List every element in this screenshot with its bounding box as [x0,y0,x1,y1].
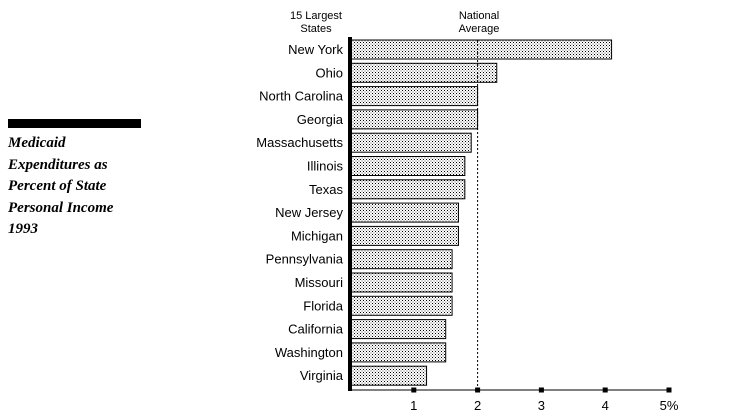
bar-missouri [349,272,453,293]
category-label: Virginia [300,368,344,383]
category-label: Florida [303,298,344,313]
category-label: Illinois [307,159,344,174]
category-label: Michigan [291,228,343,243]
x-tick-label: 2 [474,398,481,413]
x-tick-mark [602,387,608,393]
bar-virginia [349,365,428,386]
x-tick-mark [475,387,481,393]
x-tick-mark [538,387,544,393]
title-accent-bar [8,119,141,128]
category-label: Washington [275,345,343,360]
x-tick-label: 3 [538,398,545,413]
bar-texas [349,179,466,200]
category-header-line-2: States [300,23,332,35]
x-tick-mark [666,387,672,393]
bar-ohio [349,62,498,83]
bar-new-york [349,39,613,60]
x-tick-label: 5% [660,398,679,413]
category-label: Georgia [297,112,344,127]
chart-title-line-1: Medicaid [8,135,66,151]
category-header-line-1: 15 Largest [290,10,342,22]
bar-georgia [349,109,479,130]
chart-title-line-3: Percent of State [8,178,107,194]
category-label: Ohio [316,65,343,80]
bar-massachusetts [349,132,472,153]
chart-title: Medicaid Expenditures as Percent of Stat… [8,133,158,241]
reference-label-line-1: National [459,10,499,22]
category-label: Missouri [295,275,344,290]
reference-label-line-2: Average [459,23,500,35]
bar-california [349,319,447,340]
bar-washington [349,342,447,363]
x-tick-label: 1 [410,398,417,413]
bar-pennsylvania [349,249,453,270]
category-label: New York [288,42,343,57]
category-label: California [288,322,344,337]
x-tick-label: 4 [602,398,609,413]
x-tick-mark [411,387,417,393]
bar-new-jersey [349,202,459,223]
chart-title-line-5: 1993 [8,221,38,237]
chart-title-line-4: Personal Income [8,199,114,216]
bar-michigan [349,225,459,246]
category-label: New Jersey [275,205,343,220]
bar-north-carolina [349,86,479,107]
bar-florida [349,295,453,316]
chart-title-line-2: Expenditures as [8,156,108,173]
category-label: Pennsylvania [266,252,344,267]
category-label: North Carolina [259,89,344,104]
bar-illinois [349,156,466,176]
category-label: Texas [309,182,343,197]
category-label: Massachusetts [256,135,343,150]
